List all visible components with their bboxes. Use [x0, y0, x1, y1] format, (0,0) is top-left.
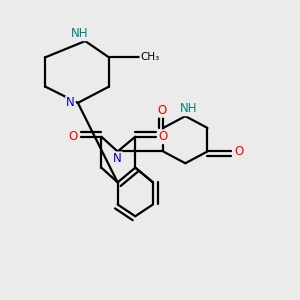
Text: N: N: [113, 152, 122, 165]
Text: O: O: [235, 145, 244, 158]
Text: NH: NH: [70, 27, 88, 40]
Text: N: N: [66, 96, 75, 110]
Text: O: O: [69, 130, 78, 143]
Text: CH₃: CH₃: [140, 52, 160, 62]
Text: O: O: [157, 104, 167, 117]
Text: O: O: [159, 130, 168, 143]
Text: NH: NH: [179, 102, 197, 115]
